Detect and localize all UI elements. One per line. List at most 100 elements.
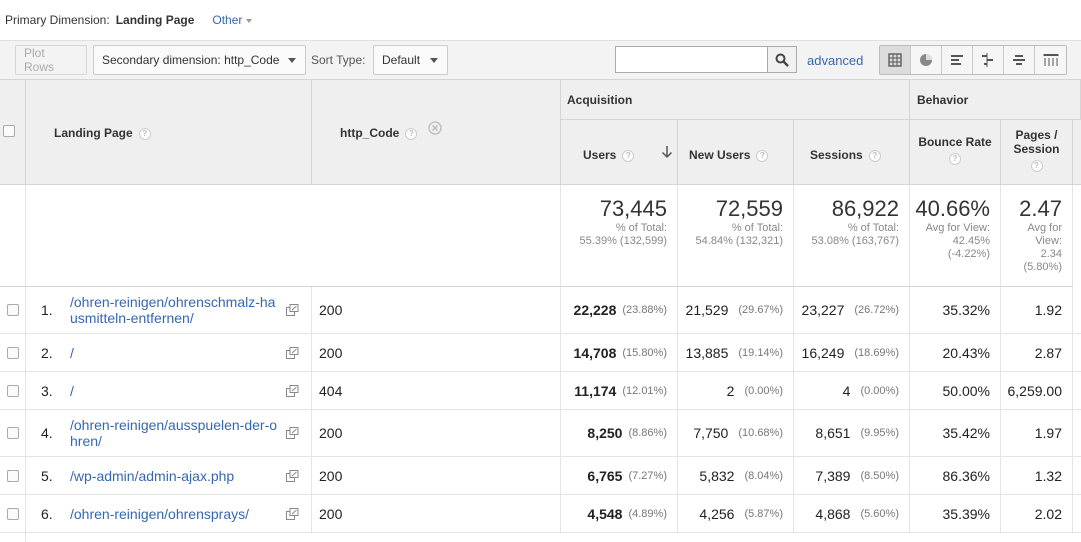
header-sessions[interactable]: Sessions?: [794, 120, 910, 185]
landing-page-link[interactable]: /ohren-reinigen/ohrensprays/: [70, 506, 284, 522]
secondary-dimension-dropdown[interactable]: Secondary dimension: http_Code: [93, 45, 306, 75]
pivot-view-button[interactable]: [1035, 46, 1066, 74]
acquisition-label: Acquisition: [567, 93, 633, 107]
view-toggle-group: [879, 45, 1067, 75]
help-icon[interactable]: ?: [868, 149, 881, 162]
total-sessions-value: 86,922: [831, 196, 899, 221]
landing-page-link[interactable]: /: [70, 383, 284, 399]
help-icon[interactable]: ?: [1030, 159, 1043, 172]
open-external-link-icon[interactable]: [286, 427, 299, 439]
new-users-value: 21,529: [685, 302, 729, 318]
remove-dimension-icon[interactable]: [428, 121, 442, 135]
header-http-code[interactable]: http_Code?: [312, 80, 561, 185]
select-all-checkbox[interactable]: [3, 125, 15, 137]
total-users-line2: 55.39% (132,599): [579, 235, 667, 247]
row-checkbox[interactable]: [6, 427, 19, 439]
landing-page-line1[interactable]: /: [70, 382, 74, 399]
open-external-link-icon[interactable]: [286, 507, 299, 520]
users-value: 4,548: [587, 505, 623, 522]
advanced-filter-link[interactable]: advanced: [807, 53, 864, 68]
landing-page-line2[interactable]: hren/: [70, 433, 102, 449]
row-checkbox-cell: [0, 334, 26, 372]
users-cell: 14,708 (15.80%): [561, 334, 678, 372]
row-checkbox-cell: [0, 372, 26, 410]
open-external-link-icon[interactable]: [286, 384, 299, 397]
help-icon[interactable]: ?: [138, 127, 151, 140]
help-icon[interactable]: ?: [622, 149, 635, 162]
header-new-users[interactable]: New Users?: [678, 120, 794, 185]
primary-dimension-other[interactable]: Other: [212, 13, 253, 27]
row-index: 1.: [41, 302, 53, 318]
row-checkbox[interactable]: [6, 469, 19, 482]
landing-page-line1[interactable]: /: [70, 344, 74, 361]
row-checkbox[interactable]: [6, 304, 19, 316]
landing-page-line1[interactable]: /wp-admin/admin-ajax.php: [70, 467, 235, 484]
header-bounce-rate[interactable]: Bounce Rate ?: [910, 120, 1001, 185]
sessions-header-label: Sessions: [810, 148, 863, 162]
open-external-link-icon[interactable]: [286, 469, 299, 482]
row-checkbox-cell: [0, 495, 26, 533]
open-external-link-icon[interactable]: [286, 304, 299, 316]
row-overflow-cell: [1073, 334, 1081, 372]
other-label[interactable]: Other: [212, 13, 243, 27]
sessions-value: 4,868: [815, 505, 851, 522]
sessions-percent: (0.00%): [860, 384, 899, 397]
chevron-down-icon: [246, 18, 253, 23]
pie-view-button[interactable]: [911, 46, 942, 74]
users-percent: (15.80%): [622, 346, 667, 359]
header-group-behavior: Behavior: [910, 80, 1081, 120]
landing-page-line2[interactable]: usmitteln-entfernen/: [70, 310, 194, 326]
http-code-cell: 404: [312, 372, 561, 410]
row-checkbox[interactable]: [6, 346, 19, 359]
landing-page-link[interactable]: /wp-admin/admin-ajax.php: [70, 468, 284, 484]
header-landing-page[interactable]: Landing Page?: [26, 80, 312, 185]
landing-page-link[interactable]: /ohren-reinigen/ohrenschmalz-ha usmittel…: [70, 294, 284, 326]
landing-page-line1[interactable]: /ohren-reinigen/ohrenschmalz-ha: [70, 294, 276, 310]
performance-view-button[interactable]: [942, 46, 973, 74]
users-cell: 4,548 (4.89%): [561, 495, 678, 533]
comparison-view-button[interactable]: [973, 46, 1004, 74]
new-users-cell: 21,529 (29.67%): [678, 287, 794, 334]
http-code-cell: 200: [312, 495, 561, 533]
sort-type-dropdown[interactable]: Default: [373, 45, 448, 75]
open-external-link-icon[interactable]: [286, 346, 299, 359]
new-users-cell: 13,885 (19.14%): [678, 334, 794, 372]
total-users: 73,445 % of Total: 55.39% (132,599): [561, 185, 678, 287]
landing-page-line1[interactable]: /ohren-reinigen/ausspuelen-der-o: [70, 417, 278, 433]
search-input[interactable]: [616, 47, 767, 72]
term-cloud-view-button[interactable]: [1004, 46, 1035, 74]
bounce-rate-cell: 50.00%: [910, 372, 1001, 410]
table-search-field[interactable]: [615, 46, 768, 73]
sessions-value: 4: [842, 382, 851, 399]
users-value: 14,708: [573, 344, 617, 361]
sort-descending-arrow-icon[interactable]: [661, 145, 673, 159]
header-pages-session[interactable]: Pages / Session ?: [1001, 120, 1073, 185]
row-checkbox[interactable]: [6, 384, 19, 397]
primary-dimension-landing-page[interactable]: Landing Page: [115, 13, 195, 27]
new-users-value: 4,256: [699, 505, 735, 522]
header-checkbox-cell: [0, 80, 26, 185]
landing-page-link[interactable]: /: [70, 345, 284, 361]
help-icon[interactable]: ?: [756, 149, 769, 162]
total-users-line1: % of Total:: [615, 222, 667, 234]
report-toolbar: Plot Rows Secondary dimension: http_Code…: [0, 40, 1081, 80]
help-icon[interactable]: ?: [949, 152, 961, 165]
data-table-view-button[interactable]: [880, 46, 911, 74]
plot-rows-button[interactable]: Plot Rows: [15, 45, 87, 75]
total-bounce-rate-line3: (-4.22%): [947, 248, 990, 260]
landing-page-link[interactable]: /ohren-reinigen/ausspuelen-der-o hren/: [70, 417, 284, 449]
new-users-percent: (29.67%): [738, 304, 783, 316]
total-sessions-line2: 53.08% (163,767): [811, 235, 899, 247]
row-checkbox[interactable]: [6, 507, 19, 520]
new-users-value: 7,750: [693, 425, 729, 441]
row-overflow-cell: [1073, 372, 1081, 410]
help-icon[interactable]: ?: [405, 127, 418, 140]
new-users-percent: (0.00%): [744, 384, 783, 397]
new-users-percent: (10.68%): [738, 427, 783, 439]
total-pages-session-line2: View:: [1035, 235, 1062, 247]
landing-page-line1[interactable]: /ohren-reinigen/ohrensprays/: [70, 505, 249, 522]
header-users[interactable]: Users?: [561, 120, 678, 185]
sessions-percent: (18.69%): [854, 346, 899, 359]
search-button[interactable]: [767, 46, 797, 73]
new-users-percent: (8.04%): [744, 469, 783, 482]
